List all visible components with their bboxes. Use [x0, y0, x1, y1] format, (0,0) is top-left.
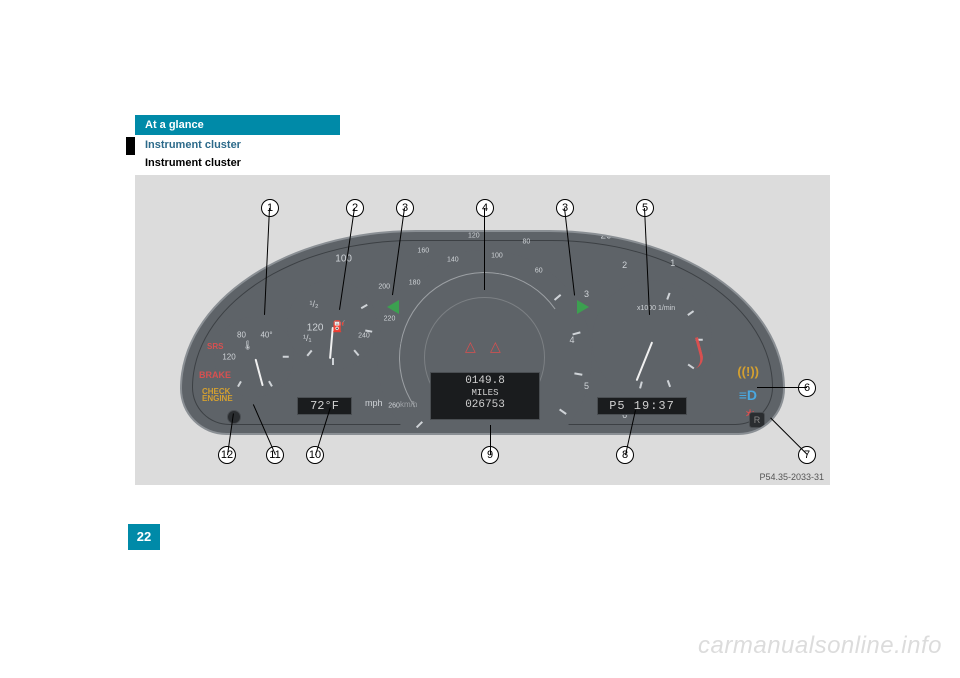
check-engine-warning: CHECK ENGINE [202, 388, 233, 402]
callout-1: 1 [261, 199, 279, 217]
page: At a glance Instrument cluster Instrumen… [0, 0, 960, 678]
mph-label: mph [365, 398, 383, 408]
cluster: 40°80120 ¹/₂¹/₁ 204060801001201401608012… [180, 230, 785, 435]
fuel-icon: ⛽ [332, 320, 346, 333]
dimmer-knob[interactable] [227, 410, 241, 424]
callout-11: 11 [266, 446, 284, 464]
watermark: carmanualsonline.info [698, 632, 942, 660]
page-number: 22 [128, 524, 160, 550]
figure-id: P54.35-2033-31 [759, 472, 824, 482]
header: At a glance Instrument cluster Instrumen… [135, 115, 340, 171]
bezel: 40°80120 ¹/₂¹/₁ 204060801001201401608012… [180, 230, 785, 435]
coolant-icon: 🌡 [242, 340, 253, 351]
coolant-gauge: 40°80120 [214, 317, 294, 397]
category-chip: At a glance [135, 115, 340, 135]
total-odometer: 026753 [431, 399, 539, 412]
rpm-unit: x1000 1/min [637, 305, 675, 312]
highbeam-icon: ≡D [739, 387, 757, 403]
callout-4: 4 [476, 199, 494, 217]
turn-left-icon [387, 300, 399, 314]
odo-unit: MILES [431, 388, 539, 399]
trip-meter: 0149.8 [431, 375, 539, 388]
instrument-cluster-figure: 40°80120 ¹/₂¹/₁ 204060801001201401608012… [135, 175, 830, 485]
subtitle: Instrument cluster [135, 135, 340, 155]
callout-3: 3 [396, 199, 414, 217]
callout-2: 2 [346, 199, 364, 217]
tachometer: 123456 [592, 280, 712, 400]
callout-6: 6 [798, 379, 816, 397]
lcd-odometer: 0149.8 MILES 026753 [430, 372, 540, 420]
turn-right-icon [577, 300, 589, 314]
distance-warning-icon: △ [465, 338, 476, 355]
lcd-gear-clock: P5 19:37 [597, 397, 687, 415]
section-title: Instrument cluster [135, 155, 340, 171]
reset-button[interactable]: R [749, 412, 765, 428]
lcd-temperature: 72°F [297, 397, 352, 415]
header-marker [126, 137, 135, 155]
brake-warning: BRAKE [199, 370, 231, 380]
hazard-icon: △ [490, 338, 501, 355]
kmh-label: km/h [400, 400, 417, 409]
srs-warning: SRS [207, 342, 223, 351]
abs-warning-icon: ((!)) [737, 364, 759, 379]
